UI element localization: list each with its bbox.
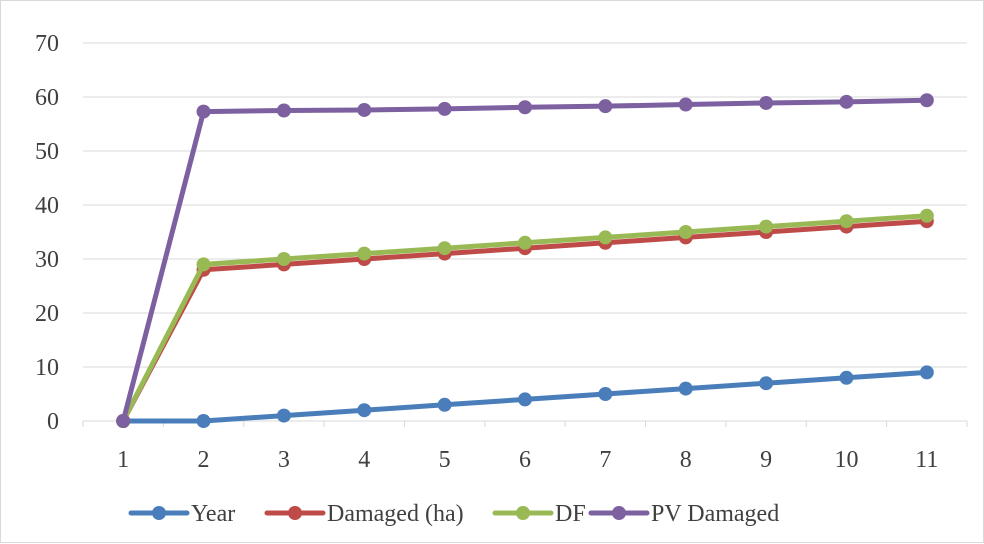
legend-label: DF bbox=[555, 501, 586, 527]
data-point bbox=[759, 219, 774, 234]
legend-label: Year bbox=[191, 501, 235, 527]
data-point bbox=[196, 257, 211, 272]
y-tick-label: 30 bbox=[35, 247, 59, 273]
data-point bbox=[116, 414, 131, 428]
data-point bbox=[919, 365, 934, 380]
legend-swatch-marker bbox=[152, 506, 166, 520]
data-point bbox=[598, 387, 613, 401]
legend-item: PV Damaged bbox=[588, 501, 779, 527]
y-tick-label: 50 bbox=[35, 139, 59, 165]
legend: Year Damaged (ha) DF PV Damaged bbox=[128, 501, 779, 527]
x-tick-label: 4 bbox=[358, 447, 370, 473]
x-tick-label: 10 bbox=[834, 447, 858, 473]
data-point bbox=[437, 397, 452, 412]
data-point bbox=[357, 246, 372, 261]
data-point bbox=[276, 252, 291, 266]
legend-item: Year bbox=[128, 501, 235, 527]
data-point bbox=[357, 403, 372, 418]
x-tick-label: 3 bbox=[278, 447, 290, 473]
legend-swatch-marker bbox=[288, 506, 302, 520]
y-tick-labels: 0 10 20 30 40 50 60 70 bbox=[35, 31, 59, 435]
y-tick-label: 70 bbox=[35, 31, 59, 57]
x-tick-label: 7 bbox=[599, 447, 611, 473]
data-point bbox=[196, 414, 211, 428]
data-point bbox=[759, 376, 774, 391]
series-df bbox=[116, 208, 934, 428]
y-tick-label: 60 bbox=[35, 85, 59, 111]
legend-swatch-marker bbox=[516, 506, 530, 520]
data-point bbox=[759, 95, 774, 110]
x-tick-label: 5 bbox=[439, 447, 451, 473]
data-point bbox=[437, 101, 452, 116]
x-tick-labels: 1 2 3 4 5 6 7 8 9 10 11 bbox=[117, 447, 938, 473]
data-point bbox=[678, 225, 693, 239]
series-year bbox=[116, 365, 934, 428]
data-point bbox=[678, 97, 693, 112]
data-point bbox=[839, 94, 854, 109]
x-tick-label: 11 bbox=[915, 447, 938, 473]
data-point bbox=[518, 235, 532, 250]
y-tick-label: 40 bbox=[35, 193, 59, 219]
data-point bbox=[678, 381, 693, 396]
y-tick-label: 20 bbox=[35, 301, 59, 327]
data-point bbox=[919, 208, 934, 223]
series-lines bbox=[116, 93, 934, 428]
x-tick-label: 2 bbox=[198, 447, 210, 473]
x-tick-label: 9 bbox=[760, 447, 772, 473]
x-tick-label: 1 bbox=[117, 447, 129, 473]
legend-swatch-marker bbox=[612, 506, 626, 520]
data-point bbox=[518, 392, 532, 407]
legend-label: Damaged (ha) bbox=[327, 501, 464, 527]
series-pv-damaged bbox=[116, 93, 934, 428]
y-tick-label: 0 bbox=[47, 409, 59, 435]
data-point bbox=[437, 241, 452, 256]
data-point bbox=[276, 408, 291, 423]
legend-item: DF bbox=[492, 501, 586, 527]
data-point bbox=[357, 102, 372, 117]
x-tick-label: 6 bbox=[519, 447, 531, 473]
legend-item: Damaged (ha) bbox=[264, 501, 464, 527]
data-point bbox=[276, 103, 291, 118]
data-point bbox=[518, 100, 532, 115]
data-point bbox=[919, 93, 934, 108]
data-point bbox=[839, 370, 854, 385]
grid-lines bbox=[83, 42, 967, 368]
data-point bbox=[598, 230, 613, 245]
data-point bbox=[839, 214, 854, 229]
x-tick-label: 8 bbox=[680, 447, 692, 473]
legend-label: PV Damaged bbox=[651, 501, 779, 527]
data-point bbox=[196, 104, 211, 119]
data-point bbox=[598, 99, 613, 114]
y-tick-label: 10 bbox=[35, 355, 59, 381]
